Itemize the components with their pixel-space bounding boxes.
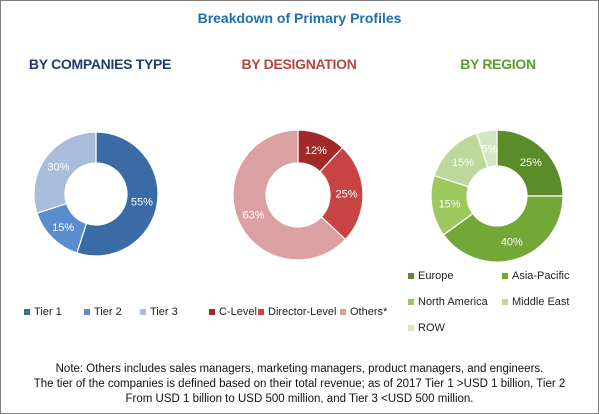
designation-title: BY DESIGNATION [241, 56, 357, 72]
footnote: Note: Others includes sales managers, ma… [0, 362, 599, 407]
figure-title: Breakdown of Primary Profiles [197, 10, 402, 26]
slice-others [232, 129, 347, 261]
legend-europe: Europe [408, 270, 453, 282]
companies-type-title: BY COMPANIES TYPE [28, 56, 172, 72]
legend-swatch [140, 309, 146, 316]
legend-swatch [258, 309, 264, 316]
data-label-europe: 25% [520, 157, 542, 169]
legend-tier-1: Tier 1 [24, 306, 62, 318]
legend-c-level: C-Level [209, 306, 257, 318]
legend-middle-east: Middle East [502, 296, 569, 308]
data-label-director-level: 25% [335, 188, 357, 200]
legend-asia-pacific: Asia-Pacific [502, 270, 569, 282]
region-title: BY REGION [460, 56, 536, 72]
legend-tier-3: Tier 3 [140, 306, 178, 318]
legend-director-level: Director-Level [258, 306, 336, 318]
data-label-tier-3: 30% [47, 162, 69, 174]
legend-north-america: North America [408, 296, 488, 308]
footnote-line-3: From USD 1 billion to USD 500 million, a… [125, 393, 474, 405]
data-label-north-america: 15% [439, 199, 461, 211]
legend-row: ROW [408, 322, 445, 334]
data-label-row: 5% [482, 144, 498, 156]
legend-swatch [408, 273, 414, 280]
data-label-middle-east: 15% [452, 157, 474, 169]
footnote-line-2: The tier of the companies is defined bas… [33, 378, 566, 390]
legend-swatch [408, 299, 414, 306]
data-label-asia-pacific: 40% [501, 237, 523, 249]
slice-tier-1 [76, 131, 159, 257]
slice-row [475, 129, 498, 169]
legend-swatch [24, 309, 30, 316]
data-label-tier-2: 15% [52, 222, 74, 234]
slice-director-level [319, 146, 364, 241]
slice-europe [496, 129, 564, 197]
legend-tier-2: Tier 2 [84, 306, 122, 318]
slice-asia-pacific [442, 195, 564, 263]
data-label-tier-1: 55% [131, 196, 153, 208]
data-label-c-level: 12% [305, 145, 327, 157]
data-label-others: 63% [242, 209, 264, 221]
footnote-line-1: Note: Others includes sales managers, ma… [55, 363, 544, 375]
legend-swatch [502, 273, 508, 280]
legend-swatch [209, 309, 215, 316]
legend-swatch [340, 309, 346, 316]
legend-swatch [408, 325, 414, 332]
legend-swatch [502, 299, 508, 306]
legend-others: Others* [340, 306, 387, 318]
legend-swatch [84, 309, 90, 316]
slice-tier-3 [33, 131, 97, 214]
